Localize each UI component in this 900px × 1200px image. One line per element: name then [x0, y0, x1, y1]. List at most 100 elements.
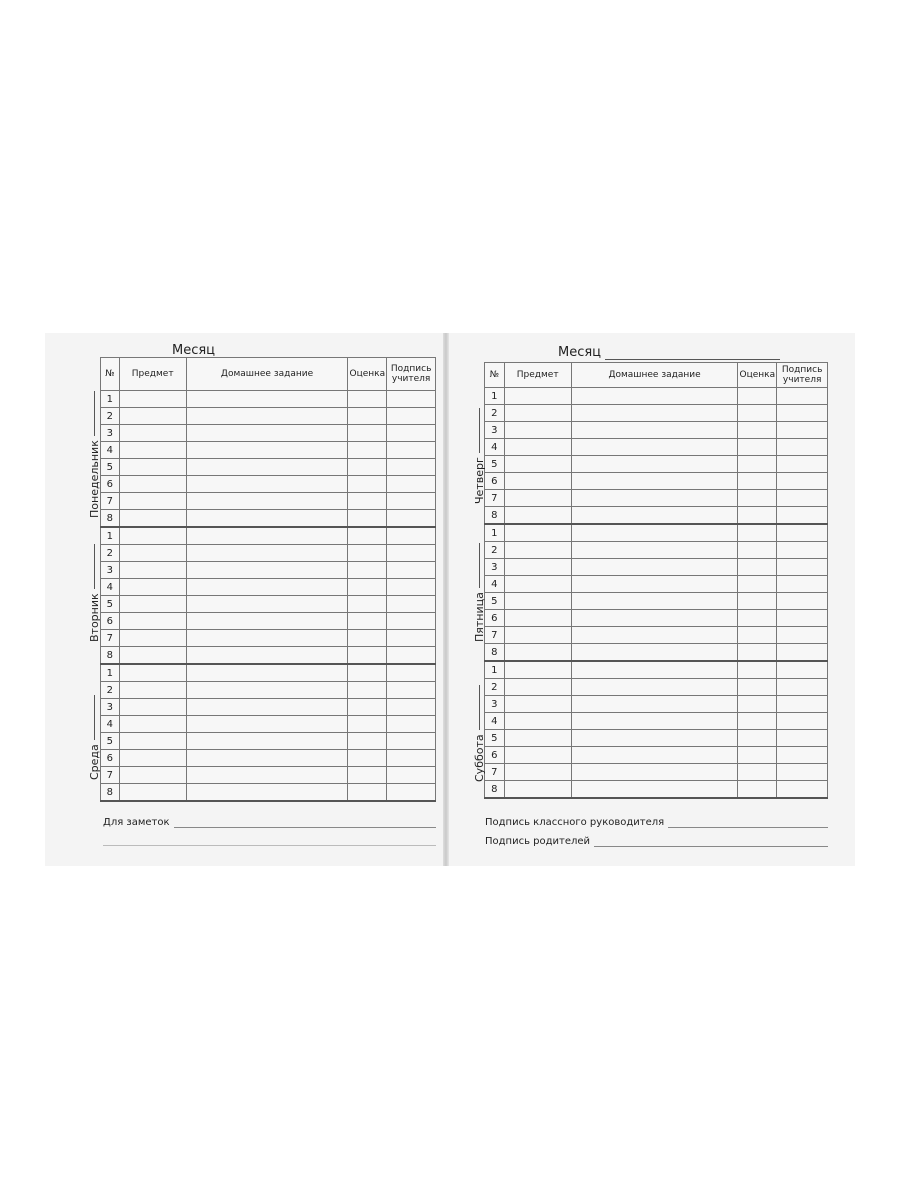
entry-cell[interactable] [386, 424, 436, 442]
entry-cell[interactable] [737, 592, 778, 610]
entry-cell[interactable] [503, 421, 572, 439]
entry-cell[interactable] [118, 715, 187, 733]
entry-cell[interactable] [118, 475, 187, 493]
entry-cell[interactable] [185, 766, 349, 784]
entry-cell[interactable] [185, 663, 349, 682]
entry-cell[interactable] [776, 678, 828, 696]
entry-cell[interactable] [386, 544, 436, 562]
entry-cell[interactable] [503, 660, 572, 679]
entry-cell[interactable] [118, 544, 187, 562]
entry-cell[interactable] [737, 404, 778, 422]
entry-cell[interactable] [347, 424, 388, 442]
entry-cell[interactable] [185, 424, 349, 442]
entry-cell[interactable] [386, 595, 436, 613]
entry-cell[interactable] [503, 763, 572, 781]
entry-cell[interactable] [347, 783, 388, 802]
entry-cell[interactable] [118, 390, 187, 408]
entry-cell[interactable] [776, 660, 828, 679]
entry-cell[interactable] [570, 575, 739, 593]
entry-cell[interactable] [570, 387, 739, 405]
entry-cell[interactable] [776, 404, 828, 422]
entry-cell[interactable] [503, 489, 572, 507]
entry-cell[interactable] [503, 558, 572, 576]
entry-cell[interactable] [503, 575, 572, 593]
entry-cell[interactable] [386, 698, 436, 716]
entry-cell[interactable] [185, 390, 349, 408]
entry-cell[interactable] [347, 732, 388, 750]
entry-cell[interactable] [386, 561, 436, 579]
entry-cell[interactable] [347, 578, 388, 596]
entry-cell[interactable] [347, 492, 388, 510]
entry-cell[interactable] [503, 678, 572, 696]
entry-cell[interactable] [118, 698, 187, 716]
parents-signature-field[interactable]: Подпись родителей [485, 836, 828, 847]
entry-cell[interactable] [737, 455, 778, 473]
entry-cell[interactable] [776, 746, 828, 764]
entry-cell[interactable] [776, 523, 828, 542]
entry-cell[interactable] [737, 695, 778, 713]
teacher-signature-field[interactable]: Подпись классного руководителя [485, 817, 828, 828]
entry-cell[interactable] [118, 766, 187, 784]
entry-cell[interactable] [737, 558, 778, 576]
entry-cell[interactable] [570, 763, 739, 781]
entry-cell[interactable] [503, 609, 572, 627]
entry-cell[interactable] [737, 523, 778, 542]
entry-cell[interactable] [118, 526, 187, 545]
entry-cell[interactable] [185, 509, 349, 528]
entry-cell[interactable] [185, 646, 349, 665]
entry-cell[interactable] [570, 660, 739, 679]
entry-cell[interactable] [347, 390, 388, 408]
entry-cell[interactable] [737, 763, 778, 781]
entry-cell[interactable] [347, 681, 388, 699]
entry-cell[interactable] [347, 526, 388, 545]
entry-cell[interactable] [386, 526, 436, 545]
entry-cell[interactable] [570, 695, 739, 713]
entry-cell[interactable] [185, 407, 349, 425]
entry-cell[interactable] [570, 438, 739, 456]
entry-cell[interactable] [570, 678, 739, 696]
entry-cell[interactable] [118, 681, 187, 699]
entry-cell[interactable] [776, 592, 828, 610]
entry-cell[interactable] [503, 455, 572, 473]
entry-cell[interactable] [570, 712, 739, 730]
entry-cell[interactable] [570, 592, 739, 610]
entry-cell[interactable] [776, 575, 828, 593]
entry-cell[interactable] [570, 780, 739, 799]
entry-cell[interactable] [737, 438, 778, 456]
entry-cell[interactable] [776, 472, 828, 490]
entry-cell[interactable] [347, 441, 388, 459]
entry-cell[interactable] [776, 558, 828, 576]
entry-cell[interactable] [185, 595, 349, 613]
entry-cell[interactable] [737, 575, 778, 593]
entry-cell[interactable] [185, 458, 349, 476]
entry-cell[interactable] [386, 629, 436, 647]
entry-cell[interactable] [570, 626, 739, 644]
entry-cell[interactable] [737, 712, 778, 730]
entry-cell[interactable] [776, 729, 828, 747]
entry-cell[interactable] [503, 643, 572, 662]
entry-cell[interactable] [386, 509, 436, 528]
entry-cell[interactable] [185, 715, 349, 733]
entry-cell[interactable] [347, 646, 388, 665]
entry-cell[interactable] [347, 766, 388, 784]
entry-cell[interactable] [570, 489, 739, 507]
entry-cell[interactable] [776, 695, 828, 713]
entry-cell[interactable] [570, 455, 739, 473]
notes-field[interactable]: Для заметок [103, 817, 436, 828]
entry-cell[interactable] [347, 544, 388, 562]
entry-cell[interactable] [570, 643, 739, 662]
entry-cell[interactable] [503, 780, 572, 799]
entry-cell[interactable] [118, 578, 187, 596]
entry-cell[interactable] [776, 438, 828, 456]
entry-cell[interactable] [118, 561, 187, 579]
entry-cell[interactable] [776, 455, 828, 473]
entry-cell[interactable] [737, 506, 778, 525]
entry-cell[interactable] [386, 646, 436, 665]
entry-cell[interactable] [185, 681, 349, 699]
entry-cell[interactable] [737, 729, 778, 747]
entry-cell[interactable] [185, 698, 349, 716]
entry-cell[interactable] [503, 592, 572, 610]
entry-cell[interactable] [347, 595, 388, 613]
entry-cell[interactable] [737, 780, 778, 799]
entry-cell[interactable] [118, 783, 187, 802]
